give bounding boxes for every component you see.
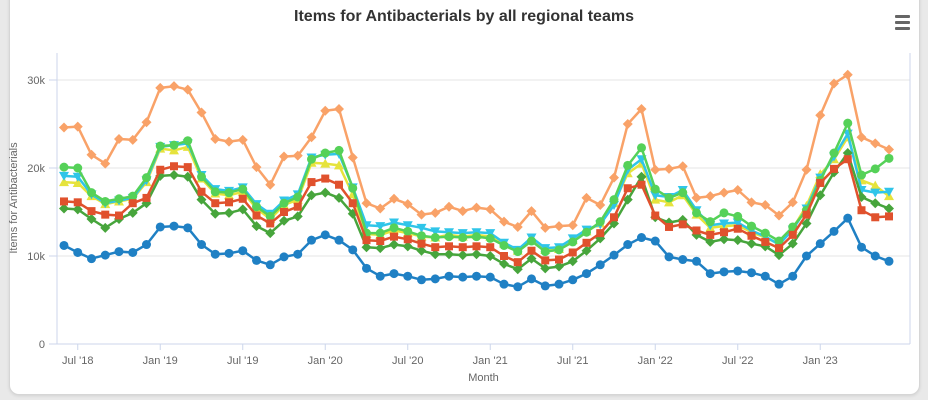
y-axis-title: Items for Antibacterials: [8, 142, 20, 254]
y-tick-label: 0: [39, 339, 45, 351]
x-tick-label: Jul '18: [62, 355, 93, 367]
chart-card: [9, 0, 920, 395]
series-team-orange[interactable]: [59, 69, 894, 233]
y-tick-label: 10k: [27, 251, 45, 263]
y-tick-label: 30k: [27, 75, 45, 87]
x-tick-label: Jul '22: [722, 355, 753, 367]
context-menu-button[interactable]: [890, 11, 914, 33]
x-tick-label: Jul '21: [557, 355, 588, 367]
x-tick-label: Jan '23: [803, 355, 838, 367]
x-tick-label: Jan '22: [638, 355, 673, 367]
series-team-red[interactable]: [60, 155, 893, 267]
x-tick-label: Jan '19: [143, 355, 178, 367]
y-tick-label: 20k: [27, 163, 45, 175]
series-team-light-green[interactable]: [59, 118, 894, 257]
x-tick-label: Jul '19: [227, 355, 258, 367]
x-tick-label: Jan '21: [473, 355, 508, 367]
x-axis-title: Month: [468, 372, 499, 384]
x-tick-label: Jan '20: [308, 355, 343, 367]
series-team-blue[interactable]: [59, 213, 894, 292]
x-tick-label: Jul '20: [392, 355, 423, 367]
chart-title: Items for Antibacterials by all regional…: [294, 8, 634, 25]
